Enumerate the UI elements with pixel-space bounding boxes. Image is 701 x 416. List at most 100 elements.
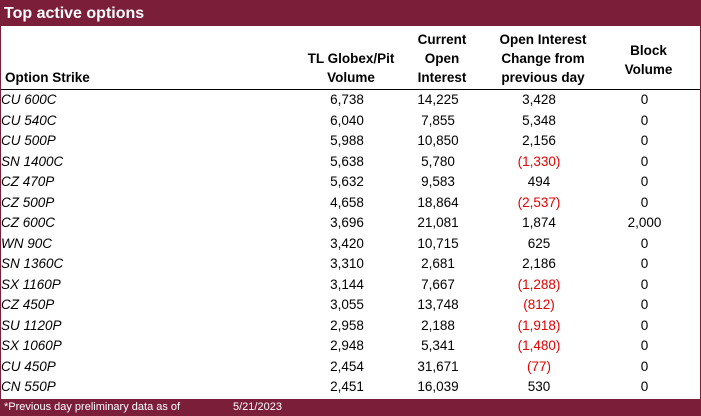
open-interest-cell: 31,671 — [417, 358, 459, 374]
header-open-interest-line: Current — [417, 32, 467, 47]
header-open-interest-line: Open — [424, 51, 460, 66]
options-table: CU 600C 6,738 14,225 3,428 0 CU 540C 6,040 7,85… — [1, 90, 694, 398]
header-oi-change-line: Open Interest — [499, 32, 587, 47]
block-volume-cell: 0 — [640, 256, 649, 272]
table-row: CU 450P 2,454 31,671 (77) 0 — [1, 357, 694, 378]
header-volume-line: Volume — [327, 70, 375, 85]
oi-change-cell: 2,186 — [522, 256, 556, 272]
options-table-body: CU 600C 6,738 14,225 3,428 0 CU 540C 6,040 7,85… — [1, 90, 694, 398]
option-strike-cell: CU 600C — [1, 92, 57, 108]
block-volume-cell: 0 — [640, 194, 649, 210]
panel-title: Top active options — [1, 1, 700, 26]
block-volume-cell: 0 — [640, 379, 649, 395]
table-row: SN 1400C 5,638 5,780 (1,330) 0 — [1, 152, 694, 173]
open-interest-cell: 21,081 — [417, 215, 459, 231]
option-strike-cell: SX 1060P — [1, 338, 62, 354]
option-strike-cell: SN 1360C — [1, 256, 64, 272]
table-row: SN 1360C 3,310 2,681 2,186 0 — [1, 254, 694, 275]
footer-note: *Previous day preliminary data as of — [4, 401, 181, 413]
table-row: SU 1120P 2,958 2,188 (1,918) 0 — [1, 316, 694, 337]
oi-change-cell: 1,874 — [522, 215, 556, 231]
open-interest-cell: 2,681 — [421, 256, 455, 272]
oi-change-cell: (1,288) — [517, 276, 561, 292]
open-interest-cell: 10,850 — [417, 133, 459, 149]
block-volume-cell: 0 — [640, 92, 649, 108]
oi-change-cell: 530 — [527, 379, 551, 395]
table-row: CZ 600C 3,696 21,081 1,874 2,000 — [1, 213, 694, 234]
footer-date: 5/21/2023 — [233, 401, 282, 413]
open-interest-cell: 18,864 — [417, 194, 459, 210]
option-strike-cell: SX 1160P — [1, 276, 61, 292]
header-oi-change-line: Change from — [501, 51, 585, 66]
table-row: CU 540C 6,040 7,855 5,348 0 — [1, 111, 694, 132]
table-row: CU 600C 6,738 14,225 3,428 0 — [1, 90, 694, 111]
option-strike-cell: SU 1120P — [1, 317, 62, 333]
volume-cell: 3,420 — [330, 235, 364, 251]
oi-change-cell: 494 — [527, 174, 551, 190]
header-volume-line: TL Globex/Pit — [307, 51, 395, 66]
volume-cell: 2,948 — [330, 338, 364, 354]
option-strike-cell: CU 500P — [1, 133, 56, 149]
volume-cell: 2,958 — [330, 317, 364, 333]
header-oi-change: Open Interest Change from previous day — [487, 30, 599, 87]
option-strike-cell: CU 450P — [1, 358, 56, 374]
volume-cell: 3,144 — [330, 276, 364, 292]
option-strike-cell: CZ 450P — [1, 297, 55, 313]
open-interest-cell: 13,748 — [417, 297, 459, 313]
oi-change-cell: (77) — [526, 358, 551, 374]
table-row: CN 550P 2,451 16,039 530 0 — [1, 377, 694, 398]
header-open-interest-line: Interest — [417, 70, 467, 85]
block-volume-cell: 0 — [640, 297, 649, 313]
option-strike-cell: WN 90C — [1, 235, 53, 251]
volume-cell: 2,451 — [330, 379, 364, 395]
oi-change-cell: (812) — [523, 297, 555, 313]
volume-cell: 2,454 — [330, 358, 364, 374]
oi-change-cell: 5,348 — [522, 112, 556, 128]
oi-change-cell: 3,428 — [522, 92, 556, 108]
oi-change-cell: (1,480) — [517, 338, 561, 354]
table-header: Option Strike TL Globex/Pit Volume Curre… — [1, 26, 700, 90]
header-block-line: Block — [630, 43, 667, 58]
volume-cell: 3,696 — [330, 215, 364, 231]
table-row: CZ 500P 4,658 18,864 (2,537) 0 — [1, 193, 694, 214]
block-volume-cell: 0 — [640, 153, 649, 169]
open-interest-cell: 9,583 — [421, 174, 455, 190]
header-oi-change-line: previous day — [501, 70, 585, 85]
header-volume: TL Globex/Pit Volume — [305, 49, 397, 87]
table-row: SX 1160P 3,144 7,667 (1,288) 0 — [1, 275, 694, 296]
open-interest-cell: 10,715 — [417, 235, 459, 251]
block-volume-cell: 0 — [640, 133, 649, 149]
option-strike-cell: CZ 500P — [1, 194, 55, 210]
block-volume-cell: 2,000 — [627, 215, 662, 231]
block-volume-cell: 0 — [640, 317, 649, 333]
volume-cell: 5,638 — [330, 153, 364, 169]
oi-change-cell: 2,156 — [522, 133, 556, 149]
block-volume-cell: 0 — [640, 358, 649, 374]
open-interest-cell: 7,855 — [421, 112, 455, 128]
header-option-strike: Option Strike — [5, 70, 90, 85]
block-volume-cell: 0 — [640, 338, 649, 354]
table-row: WN 90C 3,420 10,715 625 0 — [1, 234, 694, 255]
block-volume-cell: 0 — [640, 276, 649, 292]
table-row: CZ 470P 5,632 9,583 494 0 — [1, 172, 694, 193]
option-strike-cell: CN 550P — [1, 379, 56, 395]
volume-cell: 4,658 — [330, 194, 364, 210]
volume-cell: 6,040 — [330, 112, 364, 128]
header-block-volume: Block Volume — [599, 41, 698, 79]
volume-cell: 6,738 — [330, 92, 364, 108]
open-interest-cell: 5,780 — [421, 153, 455, 169]
table-row: CU 500P 5,988 10,850 2,156 0 — [1, 131, 694, 152]
block-volume-cell: 0 — [640, 112, 649, 128]
open-interest-cell: 7,667 — [421, 276, 455, 292]
header-open-interest: Current Open Interest — [397, 30, 487, 87]
oi-change-cell: 625 — [527, 235, 551, 251]
option-strike-cell: SN 1400C — [1, 153, 64, 169]
option-strike-cell: CZ 600C — [1, 215, 56, 231]
oi-change-cell: (2,537) — [517, 194, 561, 210]
open-interest-cell: 14,225 — [417, 92, 459, 108]
oi-change-cell: (1,330) — [517, 153, 561, 169]
volume-cell: 3,055 — [330, 297, 364, 313]
block-volume-cell: 0 — [640, 174, 649, 190]
volume-cell: 5,632 — [330, 174, 364, 190]
